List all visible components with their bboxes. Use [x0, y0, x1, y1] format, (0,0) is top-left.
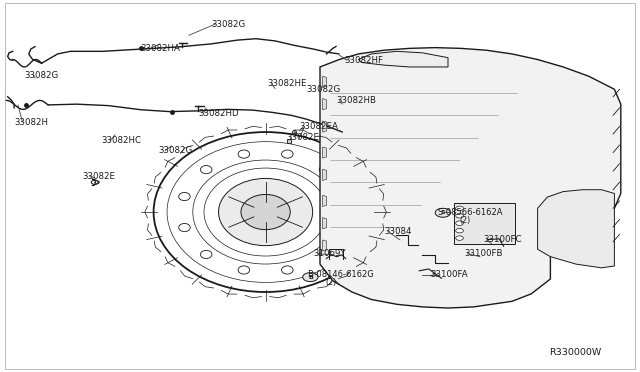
Polygon shape: [323, 99, 326, 110]
Ellipse shape: [282, 150, 293, 158]
Ellipse shape: [341, 224, 353, 232]
Circle shape: [456, 236, 463, 240]
Text: (2): (2): [460, 216, 471, 225]
Polygon shape: [323, 169, 326, 180]
Text: 33082H: 33082H: [15, 118, 49, 126]
Ellipse shape: [282, 266, 293, 274]
Text: 33082G: 33082G: [211, 20, 246, 29]
Ellipse shape: [200, 250, 212, 259]
Text: 33082G: 33082G: [159, 146, 193, 155]
Text: 33100FA: 33100FA: [430, 270, 468, 279]
Text: 33082HC: 33082HC: [101, 136, 141, 145]
Circle shape: [456, 221, 463, 225]
Text: 33100FC: 33100FC: [483, 235, 522, 244]
Text: 33082HA: 33082HA: [141, 44, 180, 53]
Polygon shape: [358, 51, 448, 67]
Polygon shape: [323, 121, 326, 132]
Polygon shape: [323, 76, 326, 87]
Ellipse shape: [179, 224, 190, 232]
Text: 33082HB: 33082HB: [336, 96, 376, 105]
Text: S: S: [440, 210, 445, 215]
Polygon shape: [323, 240, 326, 251]
Text: 33082EA: 33082EA: [300, 122, 339, 131]
Polygon shape: [323, 195, 326, 206]
Ellipse shape: [319, 166, 331, 174]
Text: 33084: 33084: [384, 227, 412, 236]
Text: B 08146-6162G: B 08146-6162G: [308, 270, 374, 279]
Ellipse shape: [238, 150, 250, 158]
Ellipse shape: [241, 195, 290, 230]
Circle shape: [456, 214, 463, 218]
Polygon shape: [538, 190, 614, 268]
Text: (2): (2): [325, 278, 337, 287]
Bar: [454, 203, 515, 244]
Text: 33082E: 33082E: [82, 172, 115, 181]
Ellipse shape: [341, 192, 353, 201]
Circle shape: [435, 208, 451, 217]
Circle shape: [456, 206, 463, 211]
Text: 33100FB: 33100FB: [464, 249, 502, 258]
Text: 33082HD: 33082HD: [198, 109, 239, 118]
Text: 33082E: 33082E: [287, 133, 320, 142]
Text: 33082G: 33082G: [24, 71, 59, 80]
Polygon shape: [323, 218, 326, 229]
Text: 31069Y: 31069Y: [314, 249, 346, 258]
Ellipse shape: [218, 179, 312, 246]
Polygon shape: [320, 48, 621, 308]
Ellipse shape: [179, 192, 190, 201]
Text: B: B: [308, 275, 313, 280]
Polygon shape: [323, 147, 326, 158]
Ellipse shape: [200, 166, 212, 174]
Text: 33082HE: 33082HE: [268, 79, 307, 88]
Text: 33082G: 33082G: [306, 85, 340, 94]
Circle shape: [456, 228, 463, 233]
Text: S 08566-6162A: S 08566-6162A: [438, 208, 503, 217]
Ellipse shape: [319, 250, 331, 259]
Text: R330000W: R330000W: [549, 348, 602, 357]
Circle shape: [303, 273, 318, 282]
Text: 33082HF: 33082HF: [344, 56, 383, 65]
Ellipse shape: [238, 266, 250, 274]
